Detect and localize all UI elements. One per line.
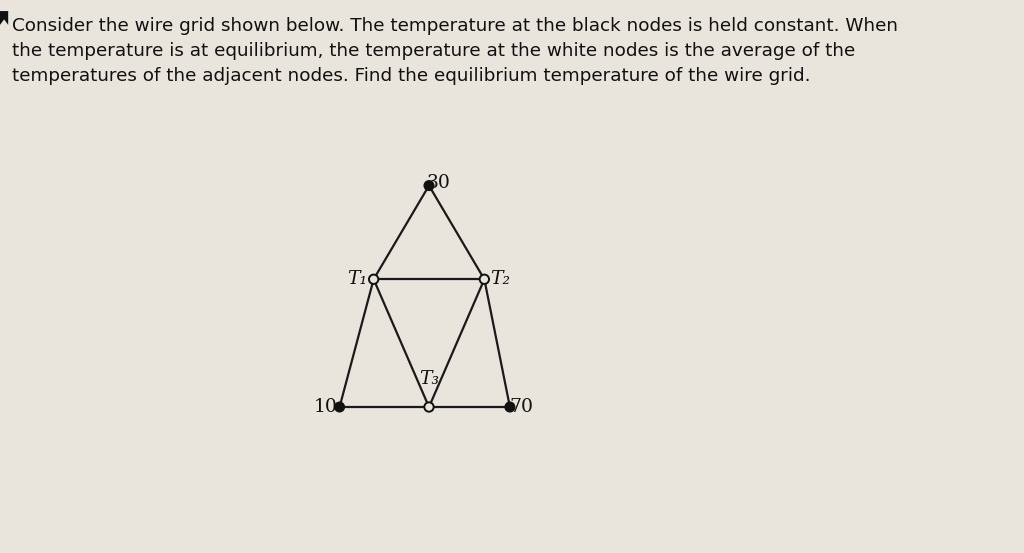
Text: T₃: T₃ bbox=[419, 371, 439, 388]
Circle shape bbox=[479, 275, 489, 284]
Circle shape bbox=[369, 275, 378, 284]
Text: Consider the wire grid shown below. The temperature at the black nodes is held c: Consider the wire grid shown below. The … bbox=[12, 17, 898, 85]
Text: T₁: T₁ bbox=[347, 270, 368, 288]
Text: 30: 30 bbox=[426, 174, 451, 192]
Text: ◎: ◎ bbox=[5, 14, 6, 15]
Circle shape bbox=[334, 401, 345, 413]
Text: 10: 10 bbox=[314, 398, 338, 416]
Circle shape bbox=[505, 401, 515, 413]
Circle shape bbox=[424, 403, 434, 411]
Text: T₂: T₂ bbox=[490, 270, 511, 288]
Text: 70: 70 bbox=[510, 398, 534, 416]
Circle shape bbox=[424, 180, 434, 191]
